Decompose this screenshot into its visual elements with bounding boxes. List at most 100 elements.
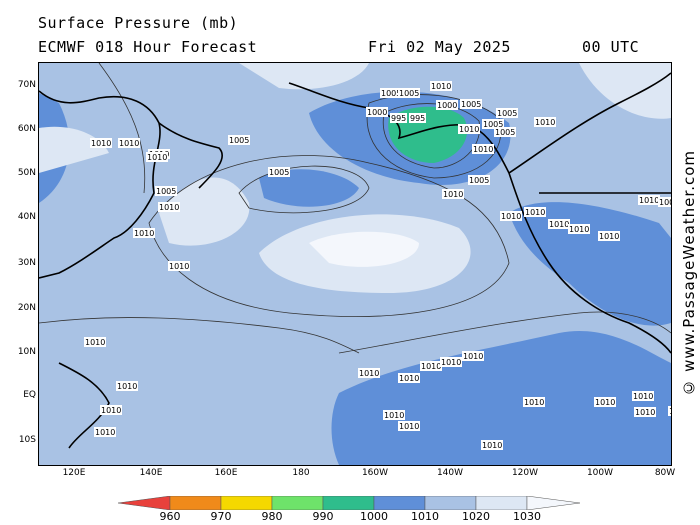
svg-text:1005: 1005 — [269, 168, 289, 177]
pressure-label: 1010 — [632, 391, 654, 401]
svg-text:1010: 1010 — [399, 422, 419, 431]
svg-text:1010: 1010 — [443, 190, 463, 199]
svg-text:1005: 1005 — [399, 89, 419, 98]
pressure-label: 1005 — [658, 197, 671, 207]
high-pressure-area-west — [159, 177, 250, 246]
lon-label-160w: 160W — [361, 468, 389, 478]
svg-text:1010: 1010 — [441, 358, 461, 367]
pressure-label: 1010 — [594, 397, 616, 407]
svg-text:1005: 1005 — [659, 198, 671, 207]
pressure-label: 1005 — [268, 167, 290, 177]
pressure-label: 1010 — [458, 124, 480, 134]
pressure-label: 1010 — [472, 144, 494, 154]
pressure-label: 1005 — [398, 88, 420, 98]
lat-label-20n: 20N — [17, 303, 36, 313]
lon-label-140e: 140E — [139, 468, 163, 478]
colorbar-seg-7 — [475, 496, 528, 510]
pressure-label: 1010 — [84, 337, 106, 347]
colorbar-tick-1030: 1030 — [513, 510, 541, 523]
pressure-label: 1010 — [548, 219, 570, 229]
pressure-label: 1010 — [638, 195, 660, 205]
pressure-label: 1010 — [524, 207, 546, 217]
low-pressure-area-south — [331, 330, 671, 465]
svg-text:1010: 1010 — [459, 125, 479, 134]
lon-label-80w: 80W — [654, 468, 676, 478]
pressure-label: 1010 — [94, 427, 116, 437]
svg-text:1010: 1010 — [147, 153, 167, 162]
lat-label-30n: 30N — [17, 258, 36, 268]
pressure-label: 1010 — [358, 368, 380, 378]
svg-text:1010: 1010 — [569, 225, 589, 234]
svg-text:1010: 1010 — [431, 82, 451, 91]
svg-text:1010: 1010 — [635, 408, 655, 417]
pressure-label: 1005 — [380, 88, 402, 98]
colorbar-seg-4 — [322, 496, 375, 510]
lat-label-10n: 10N — [17, 347, 36, 357]
colorbar-seg-2 — [220, 496, 273, 510]
pressure-label: 995 — [390, 113, 407, 123]
high-pressure-area-north — [239, 63, 369, 90]
svg-text:1010: 1010 — [384, 411, 404, 420]
svg-text:1010: 1010 — [525, 208, 545, 217]
svg-text:1005: 1005 — [495, 128, 515, 137]
svg-text:1010: 1010 — [101, 406, 121, 415]
deep-low-core — [388, 106, 468, 163]
svg-text:1010: 1010 — [134, 229, 154, 238]
pressure-label: 1010 — [90, 138, 112, 148]
svg-text:1010: 1010 — [595, 398, 615, 407]
pressure-label: 1005 — [496, 108, 518, 118]
colorbar-seg-8 — [526, 496, 581, 510]
svg-text:1000: 1000 — [367, 108, 387, 117]
pressure-label: 1010 — [116, 381, 138, 391]
colorbar-tick-1020: 1020 — [462, 510, 490, 523]
svg-text:1010: 1010 — [119, 139, 139, 148]
svg-text:1010: 1010 — [463, 352, 483, 361]
lat-label-10s: 10S — [18, 435, 36, 445]
svg-text:1000: 1000 — [437, 101, 457, 110]
lat-label-50n: 50N — [17, 168, 36, 178]
lat-label-70n: 70N — [17, 80, 36, 90]
svg-text:1010: 1010 — [599, 232, 619, 241]
lon-label-120e: 120E — [62, 468, 86, 478]
low-pressure-area-east — [509, 202, 671, 326]
pressure-label: 1010 — [168, 261, 190, 271]
svg-text:1010: 1010 — [633, 392, 653, 401]
pressure-label: 1010 — [420, 361, 442, 371]
pressure-label: 1000 — [366, 107, 388, 117]
pressure-label: 1010 — [668, 406, 671, 416]
pressure-label: 1010 — [383, 410, 405, 420]
svg-text:1010: 1010 — [85, 338, 105, 347]
svg-text:1005: 1005 — [156, 187, 176, 196]
svg-text:1010: 1010 — [91, 139, 111, 148]
svg-text:1005: 1005 — [381, 89, 401, 98]
svg-text:1010: 1010 — [669, 407, 671, 416]
colorbar-tick-960: 960 — [159, 510, 181, 523]
colorbar-tick-980: 980 — [261, 510, 283, 523]
lat-label-eq: EQ — [23, 390, 36, 400]
pressure-label: 1010 — [500, 211, 522, 221]
lat-label-40n: 40N — [17, 212, 36, 222]
lon-label-140w: 140W — [436, 468, 464, 478]
lon-label-160e: 160E — [214, 468, 238, 478]
pressure-label: 1010 — [440, 357, 462, 367]
svg-text:1010: 1010 — [421, 362, 441, 371]
colorbar-seg-0 — [118, 496, 171, 510]
colorbar-seg-1 — [169, 496, 222, 510]
svg-text:1010: 1010 — [359, 369, 379, 378]
pressure-label: 1005 — [155, 186, 177, 196]
svg-text:1005: 1005 — [229, 136, 249, 145]
svg-text:1005: 1005 — [469, 176, 489, 185]
svg-text:1010: 1010 — [482, 441, 502, 450]
pressure-colorbar — [118, 496, 581, 510]
forecast-date: Fri 02 May 2025 — [368, 38, 511, 56]
pressure-label: 1010 — [481, 440, 503, 450]
pressure-map: 1010 1005 1005 1000 995 995 1000 1005 1005 1010 10… — [38, 62, 672, 466]
high-pressure-core — [309, 231, 419, 267]
pressure-label: 1010 — [398, 421, 420, 431]
pressure-label: 1000 — [436, 100, 458, 110]
colorbar-tick-970: 970 — [210, 510, 232, 523]
lon-label-100w: 100W — [586, 468, 614, 478]
pressure-label: 1010 — [146, 152, 168, 162]
colorbar-seg-6 — [424, 496, 477, 510]
